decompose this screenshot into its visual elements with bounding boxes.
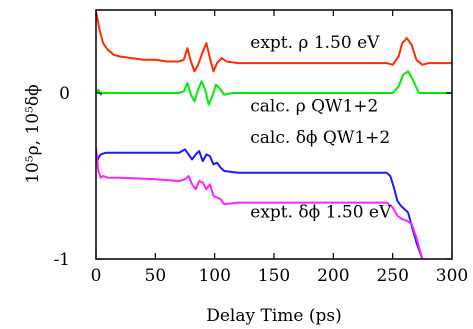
x-tick-label-50: 50 [145, 266, 167, 286]
series-line-calc-qw1-2 [96, 70, 452, 106]
annotation-layer: expt. ρ 1.50 eV calc. ρ QW1+2 calc. δϕ QW1… [250, 33, 392, 222]
x-tick-label-150: 150 [258, 266, 290, 286]
x-axis-title: Delay Time (ps) [206, 306, 342, 326]
ticks-layer: 0 50 100 150 200 250 300 0 -1 [53, 10, 468, 286]
y-tick-label-neg1: -1 [53, 250, 70, 270]
annotation-expt-1-50-ev: expt. ρ 1.50 eV [250, 33, 380, 53]
x-tick-label-300: 300 [436, 266, 468, 286]
x-tick-label-200: 200 [317, 266, 349, 286]
series-line-calc-qw1-2 [96, 148, 424, 259]
series-line-expt-1-50-ev [96, 11, 452, 73]
series-line-expt-1-50-ev [96, 147, 424, 259]
x-tick-label-100: 100 [198, 266, 230, 286]
series-layer [96, 11, 452, 259]
annotation-expt-1-50-ev: expt. δϕ 1.50 eV [250, 203, 392, 223]
annotation-calc-qw1-2: calc. δϕ QW1+2 [250, 128, 390, 148]
x-tick-label-0: 0 [91, 266, 102, 286]
y-tick-label-0: 0 [59, 84, 70, 104]
x-tick-label-250: 250 [376, 266, 408, 286]
annotation-calc-qw1-2: calc. ρ QW1+2 [250, 96, 378, 116]
y-axis-title: 10⁵ρ, 10⁵δϕ [23, 84, 43, 184]
